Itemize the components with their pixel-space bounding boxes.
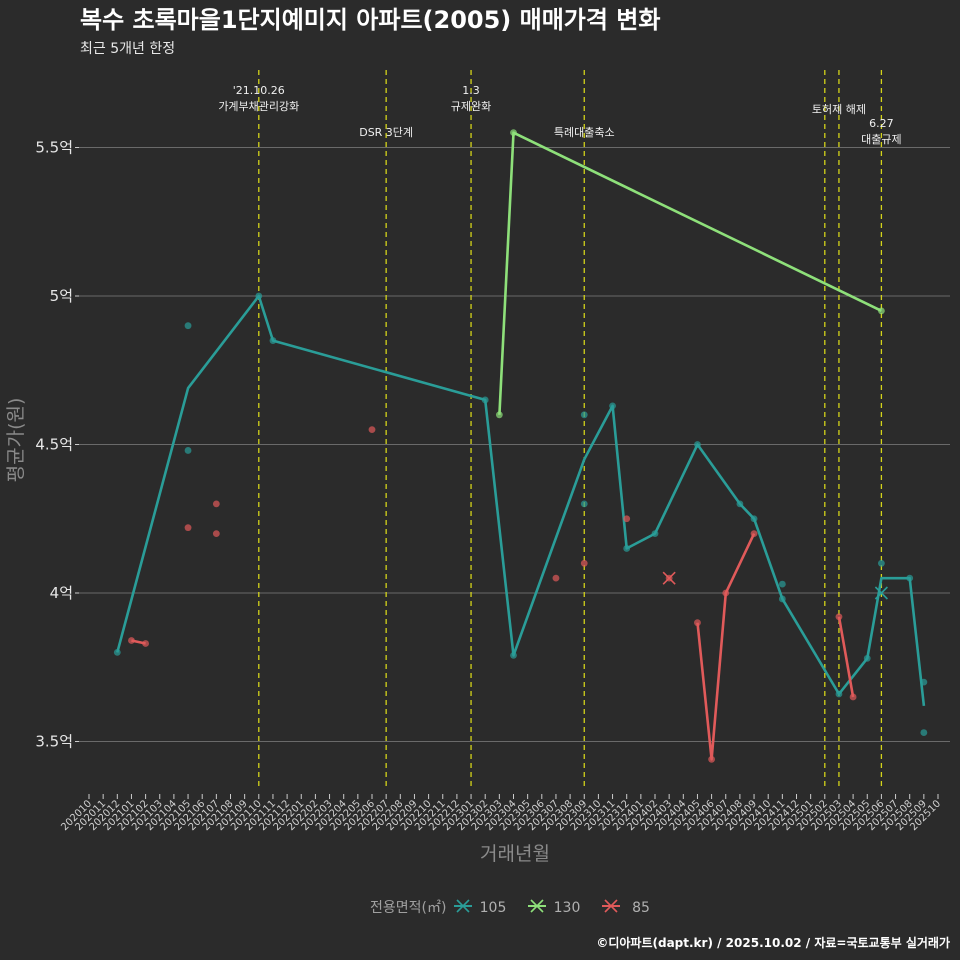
y-axis-label: 평균가(원): [5, 398, 27, 483]
series-lines: [116, 131, 926, 761]
data-point-85: [128, 637, 135, 644]
data-point-85: [849, 693, 857, 701]
data-point-85: [368, 426, 376, 434]
data-point-105: [736, 500, 744, 508]
cross-marker: [662, 571, 676, 585]
event-annotation: 규제완화: [451, 100, 491, 113]
y-tick-label: 5억: [50, 287, 73, 305]
data-point-105: [580, 500, 588, 508]
data-point-105: [623, 545, 631, 552]
data-point-105: [269, 337, 277, 344]
data-point-105: [878, 559, 885, 567]
data-point-105: [750, 515, 758, 523]
y-tick-label: 4.5억: [35, 436, 73, 454]
data-point-130: [510, 129, 517, 137]
data-points: [113, 129, 928, 763]
data-point-85: [835, 613, 843, 621]
data-point-105: [906, 574, 914, 582]
data-point-85: [708, 755, 715, 763]
data-point-85: [142, 640, 150, 647]
event-annotation: 6.27: [869, 117, 894, 130]
data-point-105: [863, 654, 871, 662]
y-tick-label: 4억: [50, 584, 73, 602]
data-point-85: [623, 515, 631, 523]
event-annotation: 1.3: [462, 84, 480, 97]
series-line-130: [498, 131, 882, 415]
event-annotation: 대출규제: [861, 133, 901, 146]
data-point-85: [212, 530, 220, 537]
legend: 전용면적(㎡) 105 130 85: [370, 899, 650, 916]
event-annotation: '21.10.26: [233, 84, 285, 97]
legend-label-130: 130: [554, 900, 581, 916]
x-axis-label: 거래년월: [480, 843, 550, 865]
data-point-105: [255, 292, 263, 300]
source-caption: ©디아파트(dapt.kr) / 2025.10.02 / 자료=국토교통부 실…: [596, 935, 950, 950]
legend-label-105: 105: [480, 900, 507, 916]
data-point-105: [694, 441, 701, 448]
data-point-105: [510, 651, 517, 659]
legend-label-85: 85: [632, 900, 650, 916]
event-annotation: 가계부채관리강화: [218, 100, 299, 113]
legend-key-cross: [456, 899, 470, 913]
data-point-105: [481, 396, 489, 404]
data-point-85: [580, 559, 588, 567]
data-point-105: [113, 649, 121, 656]
event-annotation: 특례대출축소: [554, 126, 615, 139]
data-point-85: [552, 574, 560, 582]
data-point-85: [750, 530, 758, 537]
data-point-85: [722, 589, 730, 597]
legend-key-cross: [604, 899, 618, 913]
data-point-85: [212, 500, 220, 508]
chart-title: 복수 초록마을1단지예미지 아파트(2005) 매매가격 변화: [80, 6, 660, 34]
data-point-130: [495, 411, 503, 419]
series-line-105: [116, 294, 926, 707]
chart-subtitle: 최근 5개년 한정: [80, 41, 175, 57]
legend-key-cross: [530, 899, 544, 913]
data-point-105: [580, 411, 588, 419]
event-annotation: DSR 3단계: [359, 126, 413, 139]
cross-marker: [874, 586, 888, 600]
event-annotation: 토허제 해제: [812, 102, 866, 116]
grid-lines: [79, 147, 950, 742]
y-tick-label: 5.5억: [35, 139, 73, 157]
data-point-105: [835, 690, 843, 698]
data-point-105: [184, 322, 192, 330]
data-point-105: [920, 678, 928, 686]
data-point-105: [920, 729, 928, 736]
y-axis-ticks: 3.5억 4억 4.5억 5억 5.5억: [35, 139, 79, 751]
data-point-105: [778, 580, 786, 588]
legend-title: 전용면적(㎡): [370, 900, 446, 916]
data-point-105: [778, 595, 786, 603]
data-point-105: [609, 402, 616, 410]
series-line-85-late: [837, 616, 855, 698]
y-tick-label: 3.5억: [35, 733, 73, 751]
data-point-130: [878, 307, 885, 315]
x-axis-ticks: 2020102020112020122021012021022021032021…: [59, 794, 943, 833]
series-line-85: [696, 533, 756, 761]
data-point-85: [694, 619, 701, 627]
data-point-105: [651, 530, 659, 537]
data-point-85: [184, 524, 192, 532]
data-point-105: [184, 447, 192, 454]
